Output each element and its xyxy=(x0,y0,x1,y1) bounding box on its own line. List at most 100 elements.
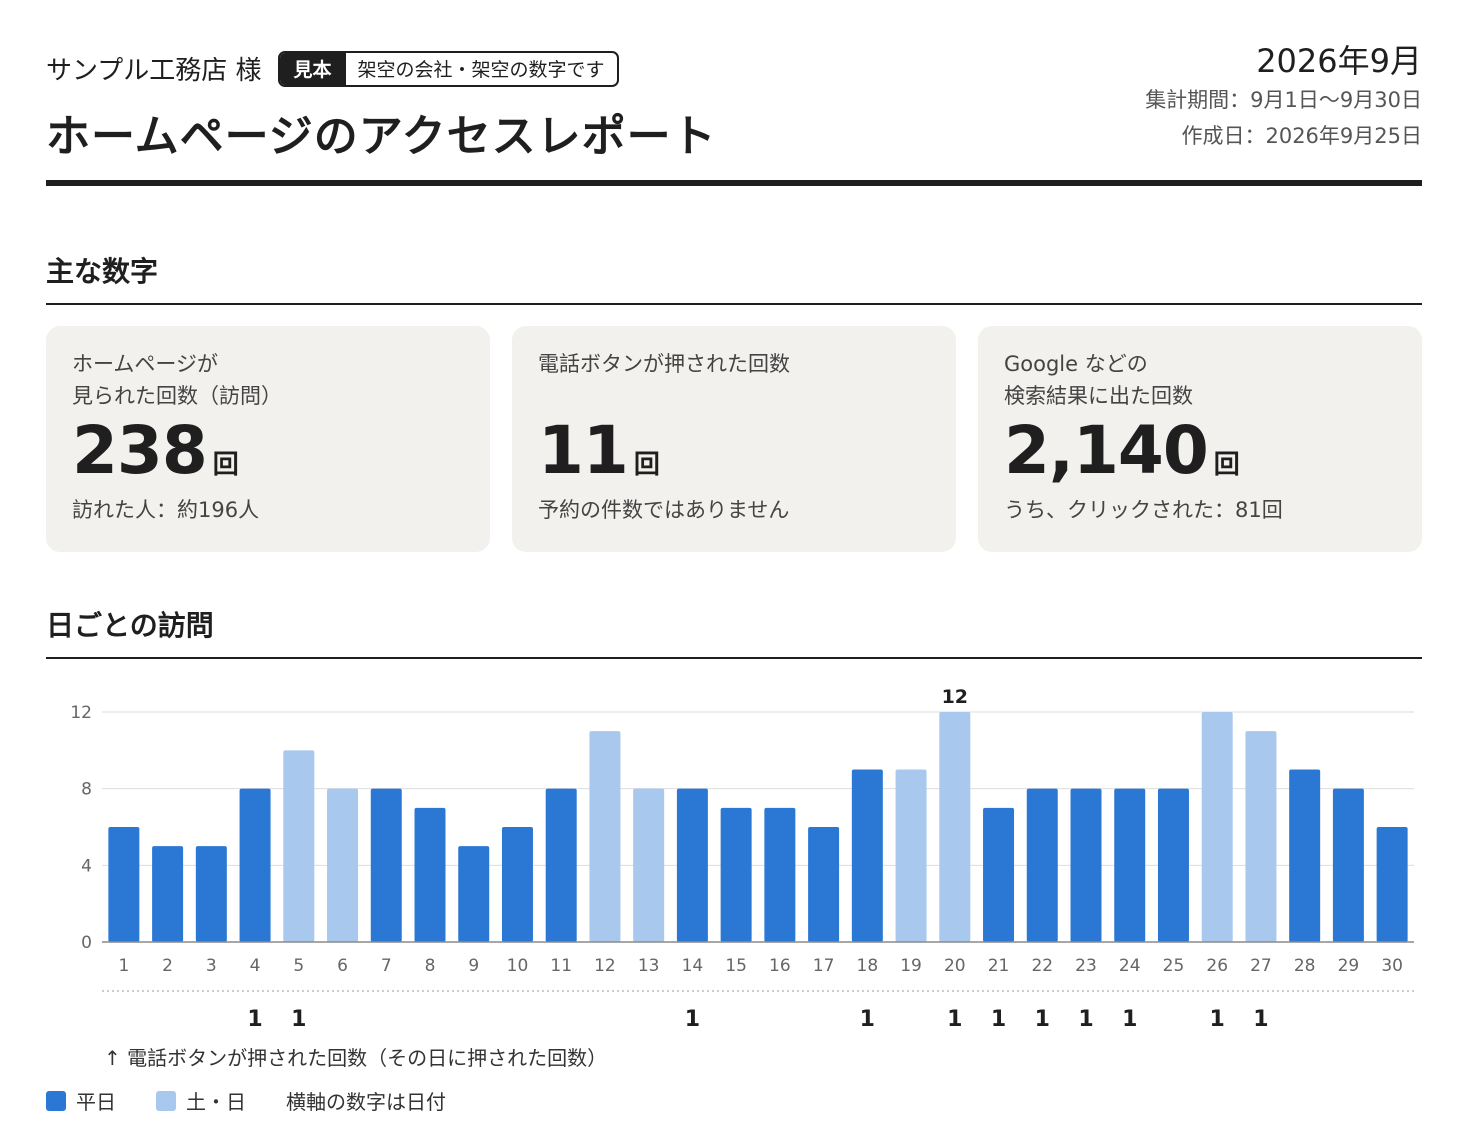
card-value-row: 238 回 xyxy=(72,414,239,488)
report-created-date: 作成日：2026年9月25日 xyxy=(1181,124,1422,148)
bar xyxy=(545,788,577,942)
sample-badge-tag: 見本 xyxy=(279,52,346,85)
x-tick-label: 14 xyxy=(682,956,704,976)
bar xyxy=(1157,788,1189,942)
visits-card: ホームページが 見られた回数（訪問） 238 回 訪れた人：約196人 xyxy=(46,326,490,552)
x-tick-label: 3 xyxy=(206,956,217,976)
summary-section-divider xyxy=(46,303,1422,305)
summary-section-title: 主な数字 xyxy=(46,255,159,288)
y-tick-label: 4 xyxy=(81,856,92,876)
bar xyxy=(895,769,927,942)
x-tick-label: 22 xyxy=(1031,956,1053,976)
card-unit: 回 xyxy=(633,450,660,480)
x-tick-label: 20 xyxy=(944,956,966,976)
legend-swatch-weekend xyxy=(156,1090,176,1111)
chart-legend: 平日 土・日 横軸の数字は日付 xyxy=(46,1086,486,1115)
bar xyxy=(764,807,796,942)
bar xyxy=(939,712,971,942)
card-label: Google などの 検索結果に出た回数 xyxy=(1004,348,1396,412)
bar xyxy=(1376,827,1408,942)
sample-badge: 見本 架空の会社・架空の数字です xyxy=(277,50,619,87)
x-tick-label: 23 xyxy=(1075,956,1097,976)
x-tick-label: 18 xyxy=(857,956,879,976)
bar xyxy=(1026,788,1058,942)
bar xyxy=(808,827,840,942)
bar xyxy=(1201,712,1233,942)
phone-call-count: 1 xyxy=(947,1007,962,1032)
phone-call-count: 1 xyxy=(247,1007,262,1032)
x-tick-label: 15 xyxy=(725,956,747,976)
legend-swatch-weekday xyxy=(46,1090,66,1111)
bar xyxy=(1114,788,1146,942)
card-label-line: 見られた回数（訪問） xyxy=(72,384,282,408)
bar xyxy=(1289,769,1321,942)
card-unit: 回 xyxy=(1213,450,1240,480)
bar xyxy=(633,788,665,942)
card-value-row: 11 回 xyxy=(538,414,660,488)
phone-call-count: 1 xyxy=(685,1007,700,1032)
bar xyxy=(414,807,446,942)
x-tick-label: 17 xyxy=(813,956,835,976)
client-row: サンプル工務店 様 見本 架空の会社・架空の数字です xyxy=(46,50,619,87)
x-tick-label: 4 xyxy=(250,956,261,976)
phone-call-count: 1 xyxy=(1078,1007,1093,1032)
card-unit: 回 xyxy=(212,450,239,480)
header-divider xyxy=(46,180,1422,186)
x-tick-label: 30 xyxy=(1381,956,1403,976)
legend-label-weekday: 平日 xyxy=(76,1090,116,1114)
report-meta: 2026年9月 集計期間：9月1日〜9月30日 作成日：2026年9月25日 xyxy=(1145,40,1422,154)
phone-call-count: 1 xyxy=(1210,1007,1225,1032)
x-tick-label: 13 xyxy=(638,956,660,976)
x-tick-label: 12 xyxy=(594,956,616,976)
card-subtext: 予約の件数ではありません xyxy=(538,498,790,522)
y-tick-label: 0 xyxy=(81,933,92,953)
x-tick-label: 11 xyxy=(550,956,572,976)
sample-badge-note: 架空の会社・架空の数字です xyxy=(357,59,605,81)
bar xyxy=(195,846,227,942)
bar-data-label: 12 xyxy=(942,686,968,708)
card-label-line: 電話ボタンが押された回数 xyxy=(538,352,790,376)
phone-calls-note: ↑ 電話ボタンが押された回数（その日に押された回数） xyxy=(104,1046,608,1070)
x-tick-label: 6 xyxy=(337,956,348,976)
bar xyxy=(1070,788,1102,942)
bar xyxy=(1245,731,1277,942)
bar xyxy=(720,807,752,942)
phone-call-count: 1 xyxy=(1253,1007,1268,1032)
summary-cards: ホームページが 見られた回数（訪問） 238 回 訪れた人：約196人 電話ボタ… xyxy=(46,326,1422,552)
card-value-row: 2,140 回 xyxy=(1004,414,1240,488)
card-value: 238 xyxy=(72,412,208,489)
card-label-line: Google などの xyxy=(1004,352,1148,376)
report-month: 2026年9月 xyxy=(1256,42,1422,80)
y-tick-label: 8 xyxy=(81,780,92,800)
bar xyxy=(327,788,359,942)
daily-section-title: 日ごとの訪問 xyxy=(46,609,214,642)
card-label: 電話ボタンが押された回数 xyxy=(538,348,930,412)
y-tick-label: 12 xyxy=(70,703,92,723)
x-tick-label: 21 xyxy=(988,956,1010,976)
bar xyxy=(501,827,533,942)
x-tick-label: 27 xyxy=(1250,956,1272,976)
bar xyxy=(152,846,184,942)
card-label-line: 検索結果に出た回数 xyxy=(1004,384,1193,408)
x-tick-label: 5 xyxy=(293,956,304,976)
legend-weekday: 平日 xyxy=(46,1086,116,1115)
x-tick-label: 1 xyxy=(118,956,129,976)
card-value: 11 xyxy=(538,412,629,489)
x-tick-label: 19 xyxy=(900,956,922,976)
client-name: サンプル工務店 様 xyxy=(46,56,262,86)
x-tick-label: 16 xyxy=(769,956,791,976)
bar xyxy=(108,827,140,942)
phone-call-count: 1 xyxy=(991,1007,1006,1032)
phone-calls-card: 電話ボタンが押された回数 11 回 予約の件数ではありません xyxy=(512,326,956,552)
legend-label-weekend: 土・日 xyxy=(186,1090,246,1114)
card-label-line: ホームページが xyxy=(72,352,218,376)
bar xyxy=(239,788,271,942)
page-title: ホームページのアクセスレポート xyxy=(46,111,717,162)
legend-axis-note: 横軸の数字は日付 xyxy=(286,1086,446,1115)
phone-call-count: 1 xyxy=(1035,1007,1050,1032)
x-tick-label: 25 xyxy=(1163,956,1185,976)
x-tick-label: 26 xyxy=(1206,956,1228,976)
bar xyxy=(589,731,621,942)
card-value: 2,140 xyxy=(1004,412,1209,489)
